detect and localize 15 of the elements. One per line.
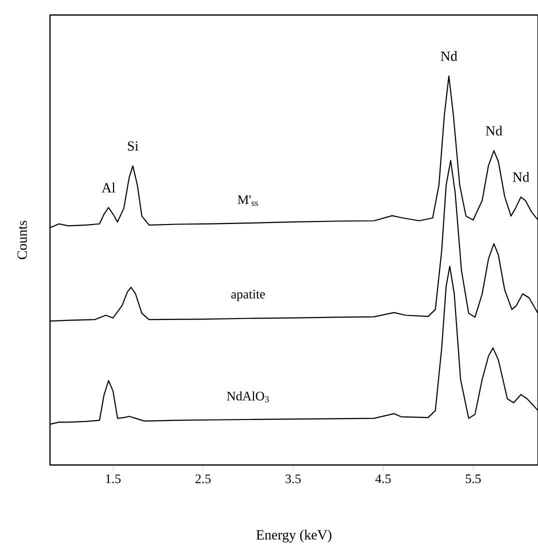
series-label: apatite xyxy=(231,290,265,302)
x-tick-label: 3.5 xyxy=(286,474,301,484)
annotation: Nd xyxy=(512,172,530,182)
x-tick-label: 5.5 xyxy=(466,474,481,484)
series-label: NdAlO$_{3}$ xyxy=(226,391,269,402)
annotation: Si xyxy=(128,141,138,151)
annotation: Nd xyxy=(486,126,502,136)
x-axis-title: Energy (keV) xyxy=(256,530,332,542)
x-tick-label: 4.5 xyxy=(375,474,391,484)
series-label: M'$_{ss}$ xyxy=(238,196,258,206)
x-tick-label: 1.5 xyxy=(106,474,121,484)
x-tick-label: 2.5 xyxy=(196,474,211,484)
annotation: Al xyxy=(102,182,116,192)
y-axis-title: Counts xyxy=(17,220,27,260)
annotation: Nd xyxy=(440,51,458,61)
